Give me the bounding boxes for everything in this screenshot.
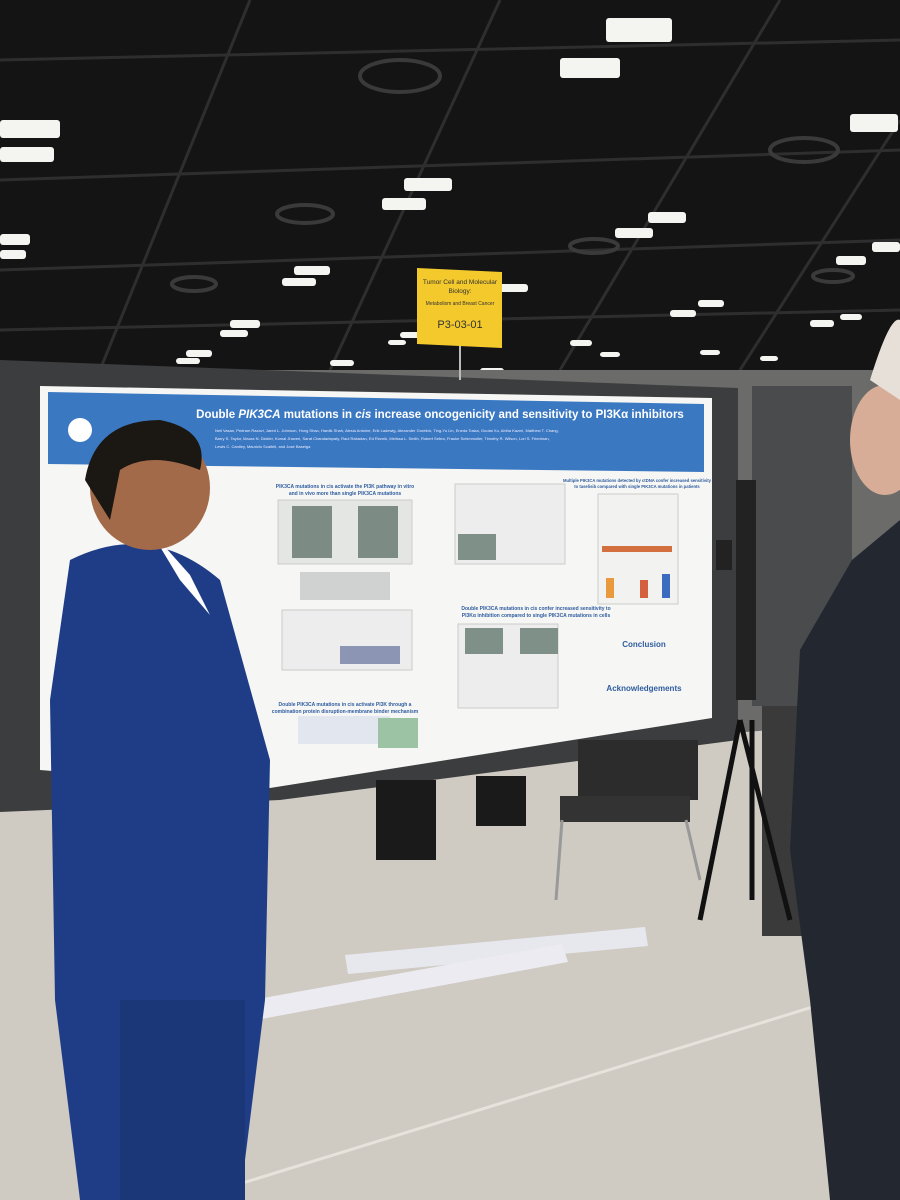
floor-line [219, 978, 900, 1192]
author-line: Neil Vasan, Pedram Razavi, Jared L. John… [215, 428, 559, 433]
poster-logo [68, 418, 92, 442]
poster-sections: PIK3CA mutations in cis activate the PI3… [272, 478, 712, 715]
title-part: mutations in [281, 409, 356, 421]
sign-line: Metabolism and Breast Cancer [426, 301, 495, 307]
section-heading: combination protein disruption-membrane … [272, 709, 419, 715]
poster-title: Double PIK3CA mutations in cis increase … [196, 409, 684, 421]
title-part: increase oncogenicity and sensitivity to… [371, 409, 684, 421]
title-part: Double [196, 409, 238, 421]
person-presenter [50, 420, 270, 1200]
ceiling-vents [170, 58, 855, 293]
section-heading: Multiple PIK3CA mutations detected by ct… [563, 478, 712, 483]
title-part: cis [355, 409, 371, 421]
person-background [376, 480, 756, 860]
section-heading: Acknowledgements [606, 684, 682, 693]
poster-figures [277, 483, 732, 748]
stand [697, 719, 793, 921]
section-heading: Conclusion [622, 640, 666, 649]
poster-rolls [252, 927, 648, 1020]
author-line: Lewis C. Cantley, Maurizio Scaltriti, an… [215, 444, 311, 449]
section-heading: PI3Kα inhibition compared to single PIK3… [462, 613, 611, 619]
sign-code: P3-03-01 [437, 319, 482, 331]
section-heading: to taselisib compared with single PIK3CA… [574, 484, 700, 489]
sign-text: Tumor Cell and Molecular Biology: Metabo… [423, 279, 498, 331]
section-heading: Double PIK3CA mutations in cis activate … [279, 702, 412, 708]
poster-header [48, 392, 704, 472]
person-right [790, 319, 900, 1200]
poster-authors: Neil Vasan, Pedram Razavi, Jared L. John… [215, 428, 559, 449]
ceiling-lights [0, 18, 900, 374]
title-part: PIK3CA [238, 409, 280, 421]
sign-line: Biology: [448, 288, 471, 295]
sign [417, 268, 502, 348]
section-heading: Double PIK3CA mutations in cis confer in… [461, 606, 610, 612]
author-line: Barry S. Taylor, Maura N. Dickler, Komal… [215, 436, 550, 441]
section-heading: PIK3CA mutations in cis activate the PI3… [276, 484, 414, 490]
sign-line: Tumor Cell and Molecular [423, 279, 498, 286]
section-heading: and in vivo more than single PIK3CA muta… [289, 491, 402, 497]
